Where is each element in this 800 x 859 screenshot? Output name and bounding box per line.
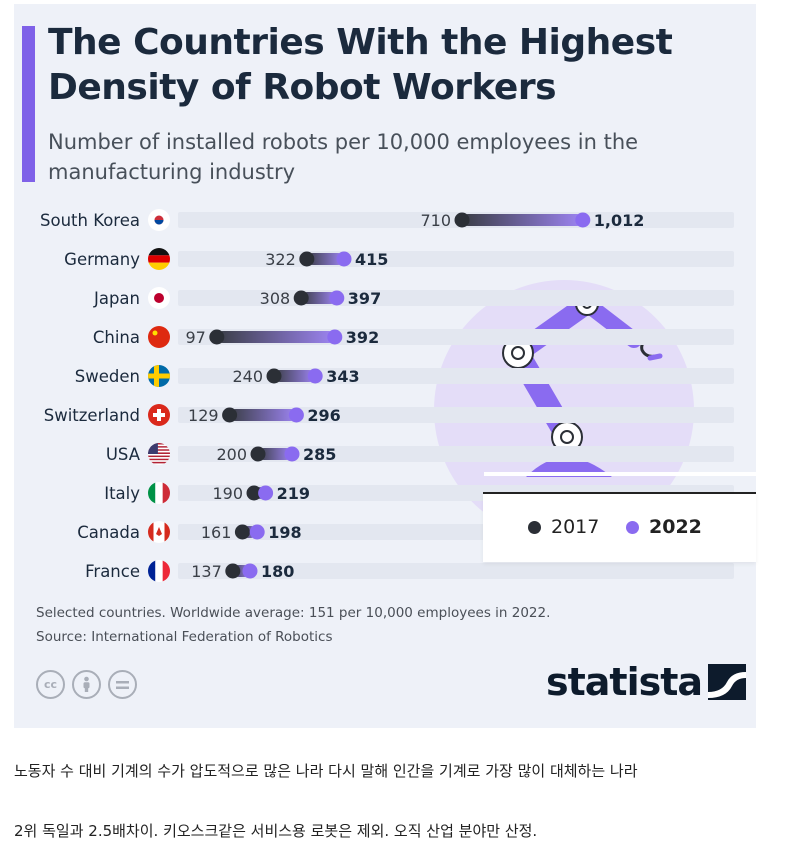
dot-2017 bbox=[293, 290, 309, 306]
legend-dot-2017 bbox=[528, 520, 541, 534]
flag-switzerland-icon bbox=[148, 404, 170, 426]
title-accent-bar bbox=[22, 26, 35, 182]
cc-icon[interactable]: cc bbox=[36, 670, 65, 699]
flag-france-icon bbox=[148, 560, 170, 582]
dot-2017 bbox=[299, 251, 315, 267]
flag-usa-icon bbox=[148, 443, 170, 465]
value-label-2017: 137 bbox=[191, 562, 222, 581]
category-label: Canada bbox=[77, 523, 140, 542]
dumbbell-connector bbox=[216, 331, 335, 343]
flag-italy-icon bbox=[148, 482, 170, 504]
category-label: Switzerland bbox=[44, 406, 140, 425]
dot-2022 bbox=[307, 368, 323, 384]
value-label-2022: 392 bbox=[346, 328, 379, 347]
legend-item-2017: 2017 bbox=[528, 516, 599, 538]
by-person-icon[interactable] bbox=[72, 670, 101, 699]
row-band bbox=[178, 251, 734, 267]
dumbbell-connector bbox=[462, 214, 583, 226]
dumbbell-connector bbox=[274, 370, 316, 382]
flag-canada-icon bbox=[148, 521, 170, 543]
dot-2017 bbox=[250, 446, 266, 462]
category-label: Sweden bbox=[75, 367, 140, 386]
dot-2022 bbox=[288, 407, 304, 423]
value-label-2017: 129 bbox=[188, 406, 219, 425]
row-band bbox=[178, 407, 734, 423]
dot-2017 bbox=[266, 368, 282, 384]
dot-2017 bbox=[222, 407, 238, 423]
category-label: Japan bbox=[93, 289, 140, 308]
legend-label-2017: 2017 bbox=[551, 516, 600, 538]
category-label: France bbox=[85, 562, 140, 581]
value-label-2022: 219 bbox=[277, 484, 310, 503]
value-label-2017: 190 bbox=[212, 484, 243, 503]
category-label: South Korea bbox=[40, 211, 140, 230]
dot-2022 bbox=[258, 485, 274, 501]
category-label: Germany bbox=[64, 250, 140, 269]
value-label-2022: 180 bbox=[261, 562, 294, 581]
dot-2017 bbox=[209, 329, 225, 345]
dot-2017 bbox=[225, 563, 241, 579]
row-band bbox=[178, 446, 734, 462]
caption-line-2: 2위 독일과 2.5배차이. 키오스크같은 서비스용 로봇은 제외. 오직 산업… bbox=[14, 822, 538, 840]
dumbbell-connector bbox=[306, 253, 344, 265]
legend-label-2022: 2022 bbox=[649, 516, 702, 538]
flag-china-icon bbox=[148, 326, 170, 348]
dot-2017 bbox=[246, 485, 262, 501]
value-label-2022: 296 bbox=[307, 406, 340, 425]
dot-2022 bbox=[242, 563, 258, 579]
dot-2022 bbox=[284, 446, 300, 462]
nd-equals-icon[interactable] bbox=[108, 670, 137, 699]
value-label-2017: 710 bbox=[420, 211, 451, 230]
value-label-2017: 240 bbox=[232, 367, 263, 386]
value-label-2022: 1,012 bbox=[594, 211, 645, 230]
flag-sweden-icon bbox=[148, 365, 170, 387]
dot-2022 bbox=[249, 524, 265, 540]
chart-subtitle: Number of installed robots per 10,000 em… bbox=[48, 130, 639, 184]
value-label-2022: 285 bbox=[303, 445, 336, 464]
legend-dot-2022 bbox=[626, 520, 639, 534]
value-label-2022: 397 bbox=[348, 289, 381, 308]
value-label-2022: 415 bbox=[355, 250, 388, 269]
chart-note: Selected countries. Worldwide average: 1… bbox=[36, 605, 551, 621]
flag-japan-icon bbox=[148, 287, 170, 309]
statista-logo[interactable]: statista bbox=[546, 660, 747, 704]
dot-2017 bbox=[454, 212, 470, 228]
dot-2022 bbox=[336, 251, 352, 267]
category-label: Italy bbox=[104, 484, 140, 503]
dumbbell-connector bbox=[229, 409, 297, 421]
value-label-2017: 322 bbox=[265, 250, 296, 269]
value-label-2017: 161 bbox=[201, 523, 232, 542]
value-label-2017: 200 bbox=[216, 445, 247, 464]
row-band bbox=[178, 563, 734, 579]
legend-item-2022: 2022 bbox=[626, 516, 702, 538]
dot-2022 bbox=[327, 329, 343, 345]
statista-mark-icon bbox=[708, 664, 747, 700]
caption-line-1: 노동자 수 대비 기계의 수가 압도적으로 많은 나라 다시 말해 인간을 기계… bbox=[14, 762, 638, 780]
chart-title: The Countries With the Highest Density o… bbox=[48, 22, 673, 108]
flag-germany-icon bbox=[148, 248, 170, 270]
dot-2022 bbox=[329, 290, 345, 306]
category-label: China bbox=[93, 328, 140, 347]
dumbbell-connector bbox=[301, 292, 337, 304]
flag-south-korea-icon bbox=[148, 209, 170, 231]
category-label: USA bbox=[106, 445, 141, 464]
chart-legend: 2017 2022 bbox=[483, 492, 756, 562]
value-label-2022: 198 bbox=[268, 523, 301, 542]
chart-source: Source: International Federation of Robo… bbox=[36, 629, 333, 645]
license-icons: cc bbox=[36, 670, 137, 699]
dot-2017 bbox=[234, 524, 250, 540]
value-label-2017: 308 bbox=[260, 289, 291, 308]
brand-name: statista bbox=[546, 660, 703, 704]
value-label-2022: 343 bbox=[326, 367, 359, 386]
dot-2022 bbox=[575, 212, 591, 228]
value-label-2017: 97 bbox=[185, 328, 205, 347]
dumbbell-connector bbox=[258, 448, 292, 460]
